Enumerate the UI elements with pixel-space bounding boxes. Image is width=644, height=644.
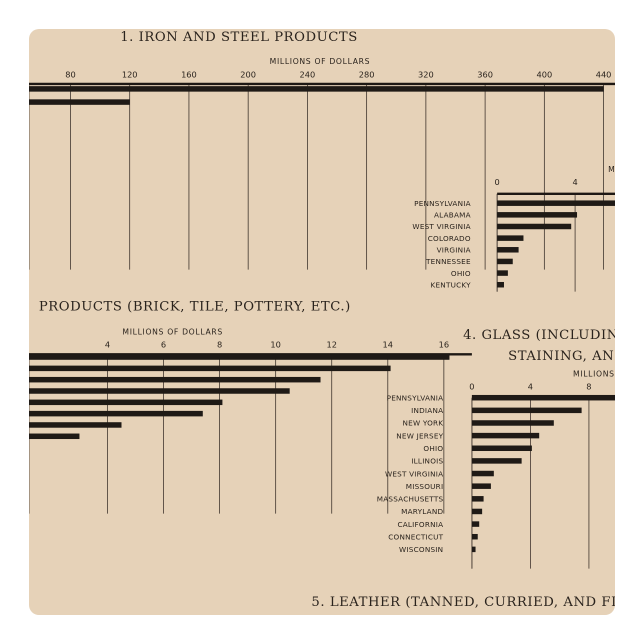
sticker: 1. IRON AND STEEL PRODUCTS MILLIONS OF DO… xyxy=(29,29,615,615)
bar xyxy=(497,235,524,241)
tick-label: 440 xyxy=(596,69,612,79)
tick-label: 80 xyxy=(65,69,75,79)
tick-label: 16 xyxy=(439,340,449,350)
category-label: WEST VIRGINIA xyxy=(412,222,470,231)
bar xyxy=(29,354,450,360)
category-label: WISCONSIN xyxy=(399,545,443,554)
category-label: MARYLAND xyxy=(401,507,443,516)
bar xyxy=(29,99,130,105)
bar xyxy=(497,200,615,206)
category-label: ALABAMA xyxy=(434,211,471,220)
axis-title: MILLIONS OF DOLLARS xyxy=(573,369,615,378)
tick-label: 0 xyxy=(495,177,500,187)
axis-title: MILLIONS OF DOLLARS xyxy=(270,57,371,66)
category-label: MISSOURI xyxy=(406,482,444,491)
chart-title: 1. IRON AND STEEL PRODUCTS xyxy=(120,30,358,45)
category-label: CALIFORNIA xyxy=(397,520,443,529)
category-label: NEW YORK xyxy=(403,419,444,428)
category-label: WEST VIRGINIA xyxy=(385,469,443,478)
bar xyxy=(497,270,508,276)
chart-title: PRODUCTS (BRICK, TILE, POTTERY, ETC.) xyxy=(39,299,351,314)
category-label: OHIO xyxy=(451,269,471,278)
category-label: NEW JERSEY xyxy=(396,431,443,440)
bar xyxy=(471,496,484,502)
bar xyxy=(471,458,522,464)
category-label: VIRGINIA xyxy=(437,246,471,255)
bar xyxy=(471,420,554,426)
category-label: TENNESSEE xyxy=(425,257,471,266)
bar xyxy=(497,212,578,218)
axis-title: MILLIONS OF DOLLARS xyxy=(608,165,615,174)
bar xyxy=(471,546,476,553)
bar xyxy=(471,445,532,452)
bar xyxy=(471,394,615,401)
bar xyxy=(497,281,504,288)
tick-label: 160 xyxy=(181,69,197,79)
tick-label: 400 xyxy=(536,69,552,79)
tick-label: 120 xyxy=(122,69,138,79)
tick-label: 10 xyxy=(270,340,280,350)
tick-label: 8 xyxy=(586,381,591,391)
tick-label: 14 xyxy=(383,340,393,350)
bar xyxy=(29,365,391,372)
tick-label: 280 xyxy=(359,69,375,79)
tick-label: 0 xyxy=(469,381,474,391)
category-label: COLORADO xyxy=(428,234,471,243)
tick-label: 8 xyxy=(217,340,222,350)
category-label: PENNSYLVANIA xyxy=(387,393,444,402)
bar xyxy=(29,433,80,440)
bar xyxy=(471,432,540,439)
category-label: CONNECTICUT xyxy=(388,532,443,541)
bar xyxy=(497,223,572,230)
tick-label: 320 xyxy=(418,69,434,79)
bar xyxy=(497,247,519,253)
bar xyxy=(29,86,604,92)
axis-title: MILLIONS OF DOLLARS xyxy=(122,328,223,337)
tick-label: 240 xyxy=(300,69,316,79)
bar xyxy=(471,533,478,540)
category-label: OHIO xyxy=(423,444,443,453)
category-label: KENTUCKY xyxy=(431,280,472,289)
bar xyxy=(29,399,223,406)
category-label: INDIANA xyxy=(411,406,443,415)
bar xyxy=(471,508,483,515)
bar xyxy=(471,521,480,527)
chart-title: 4. GLASS (INCLUDING xyxy=(463,328,615,343)
category-label: ILLINOIS xyxy=(411,457,443,466)
tick-label: 200 xyxy=(240,69,256,79)
tick-label: 4 xyxy=(528,381,533,391)
tick-label: 4 xyxy=(572,177,577,187)
tick-label: 12 xyxy=(326,340,336,350)
tick-label: 360 xyxy=(477,69,493,79)
category-label: PENNSYLVANIA xyxy=(414,199,471,208)
bar xyxy=(471,483,491,489)
bar xyxy=(29,376,321,383)
chart-plate: 1. IRON AND STEEL PRODUCTS MILLIONS OF DO… xyxy=(29,30,615,610)
chart-subtitle: STAINING, AND OR xyxy=(508,349,615,364)
bar xyxy=(497,258,513,265)
tick-label: 4 xyxy=(105,340,110,350)
bar xyxy=(471,407,582,414)
chart-title: 5. LEATHER (TANNED, CURRIED, AND FI xyxy=(311,595,615,610)
bar xyxy=(29,388,290,394)
tick-label: 6 xyxy=(161,340,166,350)
bar xyxy=(471,470,494,477)
category-label: MASSACHUSETTS xyxy=(377,495,444,504)
bar xyxy=(29,422,122,428)
bar xyxy=(29,410,203,417)
